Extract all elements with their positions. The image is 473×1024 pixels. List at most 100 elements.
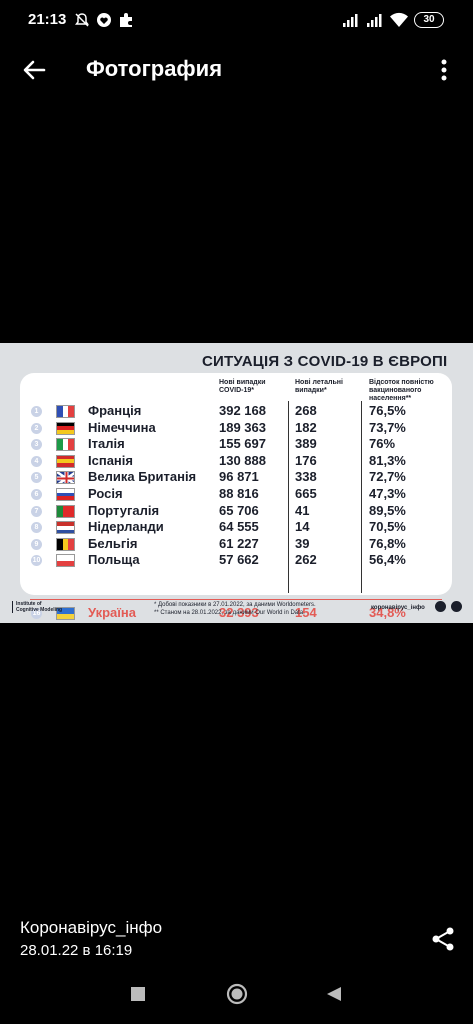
recent-apps-icon[interactable] [130,986,146,1002]
rank-badge: 5 [31,472,42,484]
photo-image[interactable]: СИТУАЦІЯ З COVID-19 В ЄВРОПІ Нові випадк… [0,343,473,623]
rank-badge: 8 [31,522,42,534]
table-row: 7 Португалія 65 706 41 89,5% [20,503,452,519]
vaccinated-value: 76% [369,436,396,452]
cases-value: 189 363 [219,419,266,435]
back-arrow-icon[interactable] [20,56,48,84]
flag-pt-icon [56,504,75,518]
deaths-value: 39 [295,535,310,551]
deaths-value: 176 [295,452,317,468]
table-row: 5 Велика Британія 96 871 338 72,7% [20,469,452,485]
column-header-cases: Нові випадки COVID-19* [219,379,266,394]
vaccinated-value: 81,3% [369,452,406,468]
wifi-icon [390,12,408,27]
deaths-value: 182 [295,419,317,435]
table-row-highlight: 16 Україна 32 393 154 34,8% [20,605,452,621]
deaths-value: 389 [295,436,317,452]
vaccinated-value: 73,7% [369,419,406,435]
table-row: 6 Росія 88 816 665 47,3% [20,486,452,502]
vaccinated-value: 47,3% [369,486,406,501]
flag-ru-icon [56,488,75,501]
page-title: Фотография [86,56,223,81]
table-row: 1 Франція 392 168 268 76,5% [20,403,452,419]
country-name: Італія [88,436,125,452]
rank-badge: 7 [31,505,42,517]
country-name: Іспанія [88,452,133,468]
status-time: 21:13 [28,11,67,28]
flag-be-icon [56,537,75,551]
flag-es-icon [56,454,75,468]
vaccinated-value: 56,4% [369,552,406,568]
infographic-heading: СИТУАЦІЯ З COVID-19 В ЄВРОПІ [202,353,448,370]
flag-it-icon [56,438,75,452]
rank-badge: 9 [31,538,42,550]
table-row: 4 Іспанія 130 888 176 81,3% [20,453,452,469]
org-line2: Cognitive Modeling [16,607,63,613]
flag-pl-icon [56,554,75,568]
telegram-icon [451,601,462,612]
rank-badge: 1 [31,406,42,417]
home-icon[interactable] [226,983,248,1005]
table-row: 10 Польща 57 662 262 56,4% [20,552,452,568]
vaccinated-value: 76,8% [369,535,406,551]
vaccinated-value: 70,5% [369,519,406,535]
deaths-value: 14 [295,519,310,535]
rank-badge: 2 [31,422,42,434]
table-row: 3 Італія 155 697 389 76% [20,436,452,452]
flag-nl-icon [56,521,75,535]
table-row: 8 Нідерланди 64 555 14 70,5% [20,519,452,535]
table-row: 9 Бельгія 61 227 39 76,8% [20,536,452,552]
cases-value: 57 662 [219,552,259,568]
deaths-value: 154 [295,605,317,620]
table-row: 2 Німеччина 189 363 182 73,7% [20,420,452,436]
cases-value: 392 168 [219,403,266,418]
deaths-value: 268 [295,403,317,418]
cases-value: 32 393 [219,605,259,620]
cases-value: 130 888 [219,452,266,468]
status-bar: 21:13 30 [0,0,473,40]
more-options-icon[interactable] [432,56,456,84]
cases-value: 61 227 [219,535,259,551]
deaths-value: 262 [295,552,317,568]
share-icon[interactable] [430,926,456,952]
country-name: Бельгія [88,535,138,551]
column-divider [361,401,362,593]
org-logo: Institute of Cognitive Modeling [12,601,62,613]
rank-badge: 4 [31,455,42,467]
deaths-value: 338 [295,469,317,485]
footnotes: * Добові показники в 27.01.2022, за дани… [154,601,316,617]
back-nav-icon[interactable] [326,986,342,1002]
footnote-2: ** Станом на 28.01.2022, за даними Our W… [154,610,305,616]
cases-value: 88 816 [219,486,259,501]
country-name: Велика Британія [88,469,197,485]
rank-badge: 3 [31,439,42,451]
cases-value: 64 555 [219,519,259,535]
flag-de-icon [56,421,75,435]
viber-icon [435,601,446,612]
battery-indicator: 30 [414,12,444,28]
country-name: Польща [88,552,140,568]
country-name: Росія [88,486,123,501]
channel-name: Коронавірус_інфо [20,918,163,937]
signal-icon-2 [367,14,382,27]
country-name: Україна [88,605,137,620]
country-name: Німеччина [88,419,156,435]
vaccinated-value: 89,5% [369,502,406,518]
app-bar: Фотография [0,44,473,96]
mute-bell-icon [75,13,89,27]
country-name: Португалія [88,502,160,518]
post-datetime: 28.01.22 в 16:19 [20,942,133,959]
vaccinated-value: 76,5% [369,403,406,418]
signal-icon [343,14,358,27]
org-line1: Institute of [16,601,42,607]
column-header-deaths: Нові летальні випадки* [295,379,343,394]
flag-fr-icon [56,405,75,418]
deaths-value: 665 [295,486,317,501]
rank-badge: 16 [31,608,42,619]
brand-label: коронавірус_інфо [371,605,425,611]
flag-gb-icon [56,471,75,485]
cases-value: 155 697 [219,436,266,452]
flag-ua-icon [56,607,75,620]
cases-value: 65 706 [219,502,259,518]
column-divider [288,401,289,593]
